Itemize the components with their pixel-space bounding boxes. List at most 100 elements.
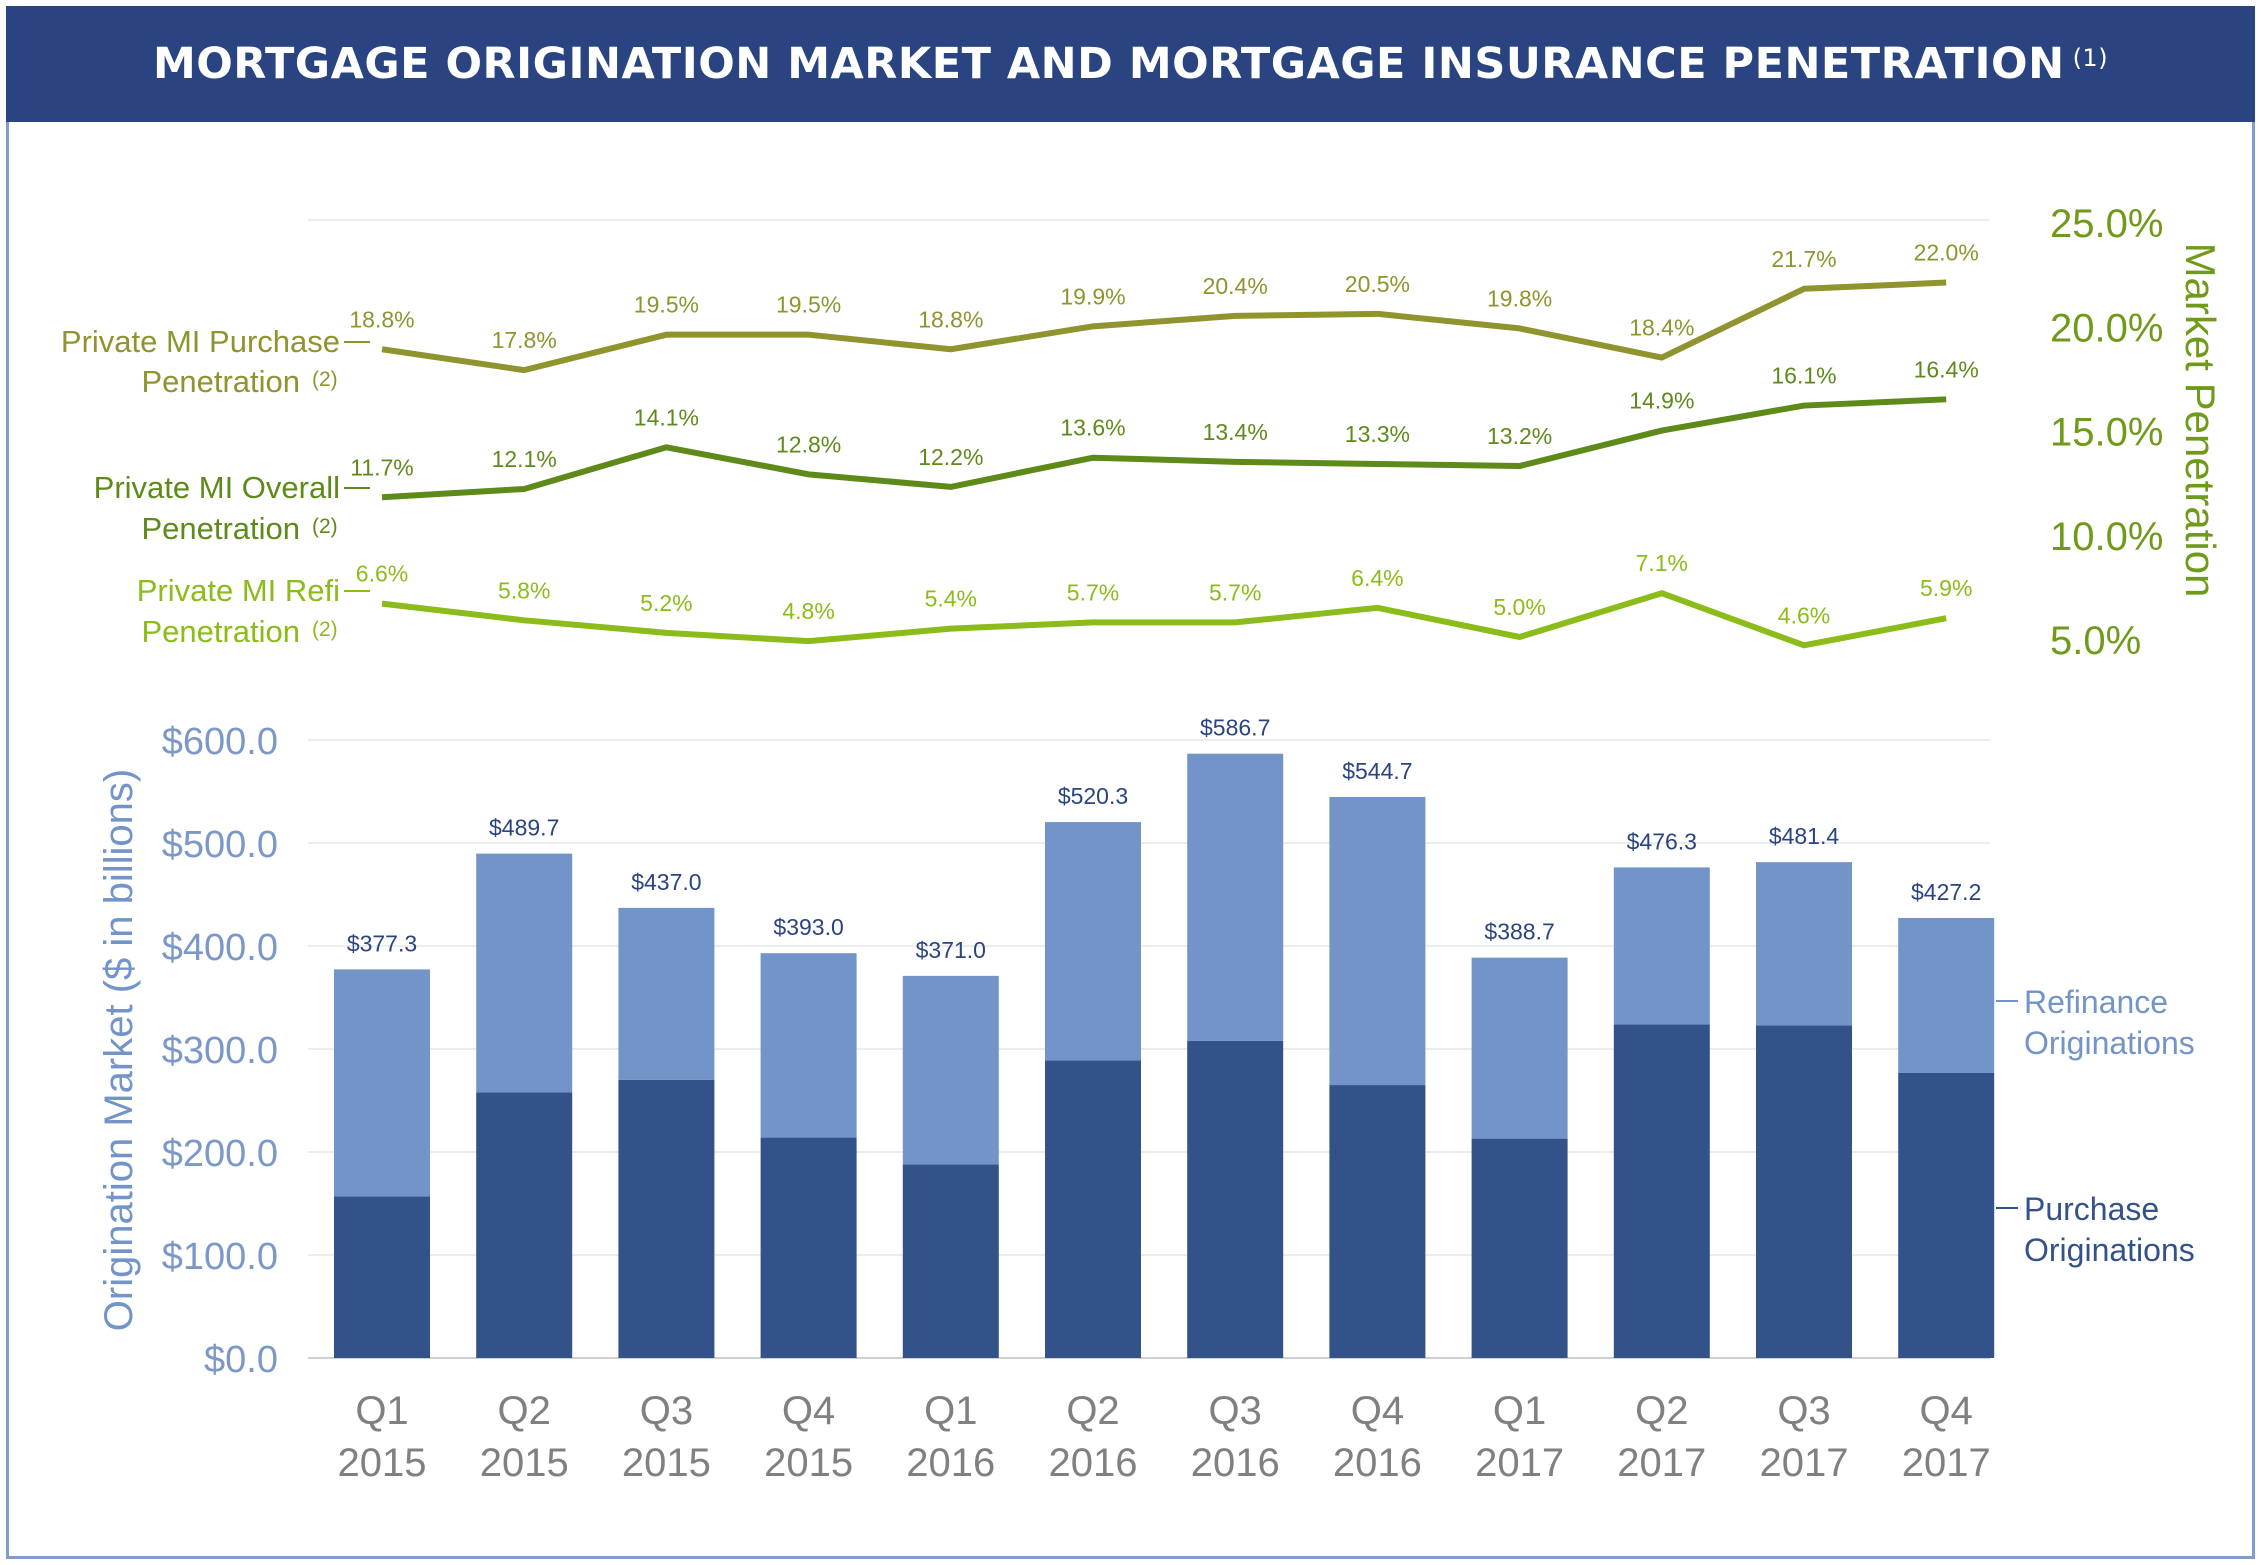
purchase-origination-bar (760, 1137, 857, 1358)
penetration-series-name: Private MI Purchase (61, 324, 340, 359)
penetration-data-label: 18.4% (1629, 315, 1694, 341)
penetration-data-label: 13.4% (1203, 419, 1268, 445)
purchase-origination-bar (1187, 1040, 1284, 1358)
bar-total-label: $481.4 (1769, 823, 1840, 849)
title-banner: MORTGAGE ORIGINATION MARKET AND MORTGAGE… (6, 6, 2255, 122)
penetration-data-label: 4.8% (782, 598, 834, 624)
penetration-data-label: 4.6% (1778, 602, 1830, 628)
penetration-data-label: 12.2% (918, 444, 983, 470)
penetration-data-label: 12.8% (776, 431, 841, 457)
refinance-origination-bar (1756, 862, 1852, 1026)
penetration-data-label: 18.8% (918, 306, 983, 332)
penetration-data-label: 19.5% (634, 292, 699, 318)
penetration-data-label: 20.5% (1345, 271, 1410, 297)
x-axis-quarter-label: Q4 (782, 1389, 835, 1433)
penetration-series-name: Penetration (141, 364, 300, 399)
purchase-legend-label: Originations (2024, 1232, 2195, 1268)
bar-total-label: $393.0 (773, 914, 843, 940)
refinance-legend-label: Refinance (2024, 984, 2168, 1020)
x-axis-year-label: 2015 (622, 1441, 711, 1485)
purchase-origination-bar (1329, 1085, 1426, 1358)
penetration-axis-tick-label: 10.0% (2050, 515, 2163, 559)
x-axis-quarter-label: Q1 (355, 1389, 408, 1433)
origination-axis-title: Origination Market ($ in billions) (97, 769, 141, 1331)
penetration-data-label: 14.9% (1629, 388, 1694, 414)
penetration-series-footnote: (2) (312, 368, 338, 391)
origination-axis-tick-label: $0.0 (204, 1339, 278, 1381)
origination-axis-tick-label: $400.0 (162, 927, 278, 969)
origination-axis-tick-label: $600.0 (162, 721, 278, 763)
penetration-data-label: 6.4% (1351, 565, 1403, 591)
x-axis-quarter-label: Q3 (640, 1389, 693, 1433)
penetration-data-label: 14.1% (634, 404, 699, 430)
penetration-data-label: 19.9% (1060, 283, 1125, 309)
penetration-series-footnote: (2) (312, 618, 338, 641)
x-axis-quarter-label: Q2 (1066, 1389, 1119, 1433)
penetration-axis-tick-label: 20.0% (2050, 306, 2163, 350)
penetration-data-label: 19.8% (1487, 285, 1552, 311)
x-axis-year-label: 2017 (1902, 1441, 1991, 1485)
penetration-data-label: 13.3% (1345, 421, 1410, 447)
penetration-data-label: 7.1% (1636, 550, 1688, 576)
purchase-origination-bar (476, 1092, 573, 1358)
penetration-data-label: 5.8% (498, 577, 550, 603)
purchase-origination-bar (618, 1079, 715, 1358)
x-axis-year-label: 2015 (338, 1441, 427, 1485)
refinance-origination-bar (1045, 822, 1141, 1061)
penetration-data-label: 5.7% (1209, 579, 1261, 605)
x-axis-quarter-label: Q2 (498, 1389, 551, 1433)
x-axis-quarter-label: Q2 (1635, 1389, 1688, 1433)
x-axis-year-label: 2015 (480, 1441, 569, 1485)
penetration-series-name: Private MI Overall (94, 470, 340, 505)
refinance-origination-bar (1898, 917, 1995, 1073)
penetration-data-label: 5.4% (925, 586, 977, 612)
penetration-data-label: 13.6% (1060, 415, 1125, 441)
penetration-data-label: 6.6% (356, 561, 408, 587)
refinance-origination-bar (1187, 753, 1284, 1041)
x-axis-quarter-label: Q4 (1351, 1389, 1404, 1433)
penetration-axis-tick-label: 25.0% (2050, 202, 2163, 246)
purchase-origination-bar (1756, 1025, 1852, 1358)
refinance-origination-bar (1471, 957, 1568, 1139)
bar-total-label: $371.0 (916, 937, 986, 963)
x-axis-year-label: 2016 (1333, 1441, 1422, 1485)
penetration-series-name: Penetration (141, 614, 300, 649)
x-axis-quarter-label: Q1 (924, 1389, 977, 1433)
bar-total-label: $427.2 (1911, 879, 1981, 905)
penetration-series-line (381, 279, 1947, 374)
penetration-data-label: 12.1% (492, 446, 557, 472)
penetration-data-label: 13.2% (1487, 423, 1552, 449)
refinance-origination-bar (334, 969, 430, 1197)
page-title: MORTGAGE ORIGINATION MARKET AND MORTGAGE… (152, 39, 2065, 89)
purchase-legend-label: Purchase (2024, 1191, 2159, 1227)
refinance-origination-bar (760, 953, 857, 1138)
x-axis-year-label: 2015 (764, 1441, 853, 1485)
x-axis-year-label: 2016 (906, 1441, 995, 1485)
bar-total-label: $586.7 (1200, 715, 1270, 741)
penetration-data-label: 11.7% (350, 454, 414, 480)
purchase-origination-bar (1613, 1024, 1710, 1358)
penetration-data-label: 16.4% (1914, 356, 1979, 382)
refinance-origination-bar (1329, 796, 1426, 1086)
penetration-data-label: 20.4% (1203, 273, 1268, 299)
purchase-origination-bar (1898, 1072, 1995, 1358)
penetration-data-label: 5.2% (640, 590, 692, 616)
x-axis-quarter-label: Q4 (1920, 1389, 1973, 1433)
penetration-data-label: 5.9% (1920, 575, 1972, 601)
bar-total-label: $544.7 (1342, 758, 1412, 784)
penetration-axis-tick-label: 15.0% (2050, 411, 2163, 455)
penetration-data-label: 21.7% (1771, 246, 1836, 272)
penetration-series-line (381, 590, 1947, 649)
penetration-series-line (381, 396, 1947, 501)
x-axis-quarter-label: Q3 (1777, 1389, 1830, 1433)
x-axis-year-label: 2017 (1760, 1441, 1849, 1485)
penetration-series-name: Private MI Refi (137, 573, 340, 608)
bar-total-label: $520.3 (1058, 783, 1128, 809)
x-axis-quarter-label: Q3 (1209, 1389, 1262, 1433)
refinance-origination-bar (902, 975, 999, 1165)
bar-total-label: $437.0 (631, 869, 701, 895)
penetration-data-label: 17.8% (492, 327, 557, 353)
penetration-data-label: 16.1% (1771, 363, 1836, 389)
origination-axis-tick-label: $500.0 (162, 824, 278, 866)
